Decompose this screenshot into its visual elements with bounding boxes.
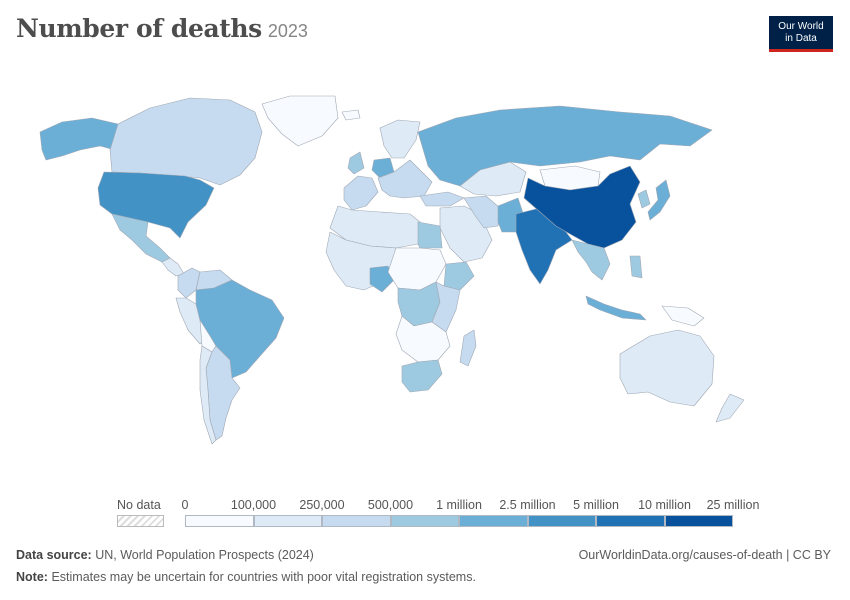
legend-tick-label: 500,000: [367, 498, 414, 512]
legend-tick-label: 0: [181, 498, 189, 512]
legend-bin-6[interactable]: [596, 515, 665, 527]
country-indonesia[interactable]: [585, 295, 647, 321]
legend-no-data-label: No data: [117, 498, 161, 512]
legend-bin-1[interactable]: [253, 515, 322, 527]
country-japan[interactable]: [647, 179, 671, 221]
chart-title: Number of deaths 2023: [16, 14, 308, 43]
country-iran[interactable]: [463, 195, 501, 229]
note-label: Note:: [16, 570, 48, 584]
legend-tick-label: 10 million: [638, 498, 691, 512]
data-source: Data source: UN, World Population Prospe…: [16, 548, 314, 562]
country-south-africa[interactable]: [401, 359, 443, 393]
country-central-america[interactable]: [161, 257, 185, 277]
country-kazakhstan[interactable]: [459, 161, 527, 197]
country-chile[interactable]: [199, 345, 217, 445]
country-turkey[interactable]: [419, 191, 465, 207]
logo-line-1: Our World: [778, 21, 824, 32]
country-scandinavia[interactable]: [379, 119, 421, 159]
legend-tick-label: 100,000: [230, 498, 277, 512]
data-source-label: Data source:: [16, 548, 92, 562]
country-egypt[interactable]: [417, 221, 443, 249]
legend-tick-label: 250,000: [299, 498, 345, 512]
country-alaska[interactable]: [39, 117, 119, 161]
owid-logo[interactable]: Our World in Data: [769, 16, 833, 52]
country-korea[interactable]: [637, 189, 651, 209]
legend-bin-3[interactable]: [390, 515, 459, 527]
footer-url[interactable]: OurWorldinData.org/causes-of-death | CC …: [578, 548, 831, 562]
country-uk[interactable]: [347, 151, 365, 175]
country-eastern-europe[interactable]: [377, 159, 433, 199]
legend-tick-label: 25 million: [706, 498, 760, 512]
country-southeast-asia[interactable]: [571, 239, 611, 281]
legend-tick-label: 1 million: [436, 498, 482, 512]
legend-tick-label: 5 million: [573, 498, 619, 512]
country-southern-africa[interactable]: [395, 315, 451, 363]
country-iceland[interactable]: [341, 109, 361, 121]
legend-no-data-swatch[interactable]: [117, 515, 164, 527]
title-text: Number of deaths: [16, 14, 262, 43]
legend-bin-7[interactable]: [664, 515, 733, 527]
country-canada[interactable]: [109, 97, 263, 186]
legend-bin-4[interactable]: [459, 515, 528, 527]
country-china[interactable]: [523, 165, 641, 249]
country-madagascar[interactable]: [459, 329, 477, 367]
legend-bin-5[interactable]: [527, 515, 596, 527]
country-western-europe[interactable]: [343, 175, 379, 211]
legend-bin-2[interactable]: [322, 515, 391, 527]
country-philippines[interactable]: [629, 255, 643, 279]
logo-line-2: in Data: [785, 33, 817, 44]
legend-tick-label: 2.5 million: [499, 498, 556, 512]
note-text: Estimates may be uncertain for countries…: [51, 570, 476, 584]
country-east-africa[interactable]: [431, 281, 461, 333]
legend-bin-0[interactable]: [185, 515, 254, 527]
country-ethiopia[interactable]: [443, 261, 475, 291]
country-papua[interactable]: [661, 305, 705, 327]
data-source-text[interactable]: UN, World Population Prospects (2024): [95, 548, 314, 562]
country-greenland[interactable]: [261, 95, 339, 147]
country-australia[interactable]: [619, 329, 715, 407]
title-year: 2023: [267, 21, 308, 41]
country-new-zealand[interactable]: [715, 393, 745, 423]
note: Note: Estimates may be uncertain for cou…: [16, 570, 476, 584]
country-united-states[interactable]: [97, 171, 215, 239]
world-map[interactable]: [0, 90, 850, 470]
